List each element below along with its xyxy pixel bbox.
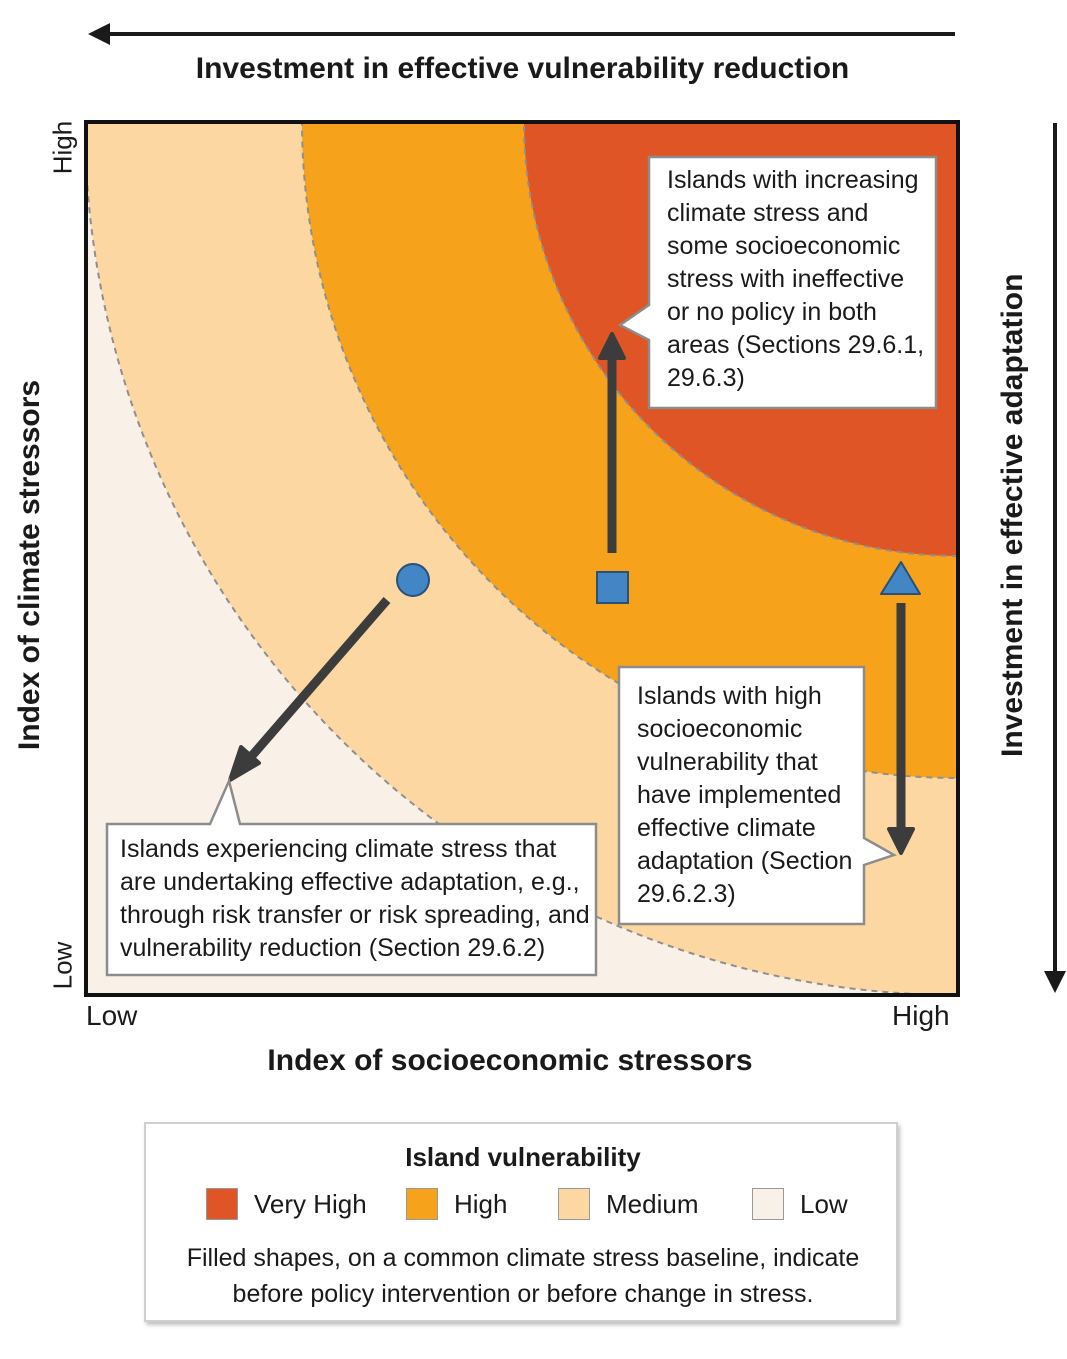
x-axis-high-label: High <box>892 1000 950 1031</box>
legend-swatch <box>206 1188 238 1220</box>
plot-frame <box>84 120 960 997</box>
callout-line: vulnerability that <box>637 748 818 776</box>
callout-increasing-stress-text: Islands with increasing climate stress a… <box>667 164 924 395</box>
callout-line: Islands with high <box>637 682 822 710</box>
legend-label: Medium <box>606 1188 699 1219</box>
legend-note: Filled shapes, on a common climate stres… <box>146 1240 900 1312</box>
legend-swatch <box>558 1188 590 1220</box>
callout-line: areas (Sections 29.6.1, <box>667 331 925 359</box>
square-marker <box>596 571 629 604</box>
circle-marker <box>396 563 430 597</box>
callout-line: adaptation (Section <box>637 847 853 875</box>
legend-swatch <box>752 1188 784 1220</box>
callout-effective-adaptation <box>105 777 598 977</box>
legend-swatch <box>406 1188 438 1220</box>
callout-line: 29.6.2.3) <box>637 880 736 908</box>
callout-line: Islands experiencing climate stress that <box>120 835 557 863</box>
callout-line: or no policy in both <box>667 298 877 326</box>
callout-high-socioeconomic <box>617 665 898 926</box>
callout-line: socioeconomic <box>637 715 803 743</box>
legend-label: High <box>454 1188 508 1219</box>
callout-increasing-stress <box>617 155 938 410</box>
callout-line: some socioeconomic <box>667 232 901 260</box>
legend-note-line: Filled shapes, on a common climate stres… <box>186 1244 860 1272</box>
arrow-circle-down-left <box>228 597 391 782</box>
legend-item-high: High <box>406 1186 507 1222</box>
callout-line: vulnerability reduction (Section 29.6.2) <box>120 934 546 962</box>
x-axis-low-label: Low <box>86 1000 138 1031</box>
x-axis-title: Index of socioeconomic stressors <box>267 1044 753 1077</box>
triangle-marker <box>880 561 921 595</box>
callout-effective-adaptation-text: Islands experiencing climate stress that… <box>120 833 590 965</box>
top-axis-arrow <box>88 23 955 45</box>
callout-high-socioeconomic-text: Islands with high socioeconomic vulnerab… <box>637 680 852 911</box>
arrow-triangle-down <box>887 603 915 855</box>
callout-line: stress with ineffective <box>667 265 905 293</box>
arrow-square-up <box>598 332 626 553</box>
callout-line: effective climate <box>637 814 816 842</box>
right-axis-arrow <box>1044 123 1066 993</box>
legend: Island vulnerability Very High High Medi… <box>144 1122 898 1322</box>
callout-line: have implemented <box>637 781 842 809</box>
callout-line: 29.6.3) <box>667 364 745 392</box>
top-axis-title: Investment in effective vulnerability re… <box>195 52 850 85</box>
legend-item-low: Low <box>752 1186 848 1222</box>
legend-item-medium: Medium <box>558 1186 698 1222</box>
callout-line: climate stress and <box>667 199 869 227</box>
callout-line: through risk transfer or risk spreading,… <box>120 901 590 929</box>
callout-line: are undertaking effective adaptation, e.… <box>120 868 580 896</box>
vulnerability-plot <box>84 120 960 997</box>
legend-label: Low <box>800 1188 848 1219</box>
legend-label: Very High <box>254 1188 367 1219</box>
legend-item-very-high: Very High <box>206 1186 367 1222</box>
legend-note-line: before policy intervention or before cha… <box>232 1280 814 1308</box>
legend-title: Island vulnerability <box>405 1142 641 1172</box>
callout-line: Islands with increasing <box>667 166 919 194</box>
